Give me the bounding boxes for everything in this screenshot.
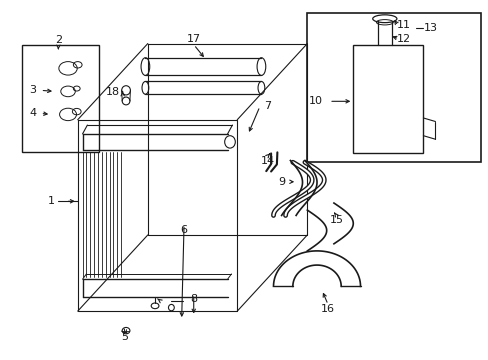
Text: 9: 9: [278, 177, 285, 187]
Text: 2: 2: [55, 35, 62, 45]
Text: 8: 8: [190, 294, 197, 304]
Text: 1: 1: [47, 196, 55, 206]
Text: 18: 18: [106, 87, 120, 97]
Text: 14: 14: [260, 156, 274, 166]
Text: 15: 15: [329, 215, 343, 225]
Text: 5: 5: [122, 332, 128, 342]
Text: 6: 6: [180, 225, 187, 235]
Text: 7: 7: [264, 101, 271, 111]
Text: 4: 4: [29, 108, 36, 118]
Bar: [307, 13, 480, 162]
Bar: [352, 45, 423, 153]
Text: 3: 3: [29, 85, 36, 95]
Text: 13: 13: [423, 23, 437, 33]
Text: 11: 11: [396, 20, 410, 30]
Bar: [22, 45, 99, 152]
Text: 16: 16: [321, 304, 334, 314]
Text: 17: 17: [186, 34, 201, 44]
Text: 10: 10: [308, 96, 323, 106]
Text: 12: 12: [396, 34, 410, 44]
